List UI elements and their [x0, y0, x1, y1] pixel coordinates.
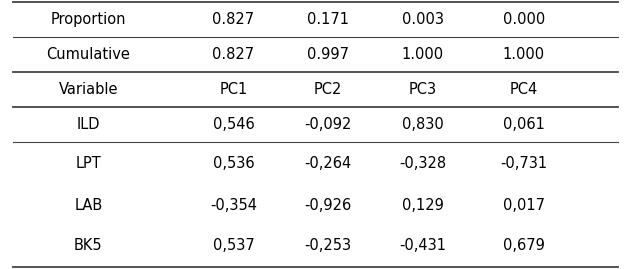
Text: PC1: PC1 [220, 82, 247, 97]
Text: 0,061: 0,061 [503, 117, 545, 132]
Text: Proportion: Proportion [50, 12, 126, 27]
Text: -0,926: -0,926 [305, 197, 351, 213]
Text: 1.000: 1.000 [402, 47, 444, 62]
Text: PC2: PC2 [314, 82, 342, 97]
Text: Cumulative: Cumulative [47, 47, 130, 62]
Text: 0,679: 0,679 [503, 239, 545, 253]
Text: 0,546: 0,546 [213, 117, 254, 132]
Text: ILD: ILD [76, 117, 100, 132]
Text: 0.997: 0.997 [307, 47, 349, 62]
Text: BK5: BK5 [74, 239, 103, 253]
Text: LPT: LPT [76, 156, 101, 171]
Text: PC3: PC3 [409, 82, 437, 97]
Text: 0,537: 0,537 [213, 239, 254, 253]
Text: PC4: PC4 [510, 82, 538, 97]
Text: LAB: LAB [74, 197, 102, 213]
Text: 0.827: 0.827 [213, 47, 254, 62]
Text: -0,731: -0,731 [500, 156, 547, 171]
Text: -0,354: -0,354 [210, 197, 257, 213]
Text: -0,328: -0,328 [399, 156, 446, 171]
Text: -0,431: -0,431 [399, 239, 446, 253]
Text: -0,253: -0,253 [305, 239, 351, 253]
Text: 0,017: 0,017 [503, 197, 545, 213]
Text: 0.000: 0.000 [503, 12, 545, 27]
Text: 0.827: 0.827 [213, 12, 254, 27]
Text: -0,264: -0,264 [305, 156, 351, 171]
Text: Variable: Variable [59, 82, 118, 97]
Text: 1.000: 1.000 [503, 47, 545, 62]
Text: 0,129: 0,129 [402, 197, 444, 213]
Text: 0.003: 0.003 [402, 12, 444, 27]
Text: 0,830: 0,830 [402, 117, 444, 132]
Text: 0.171: 0.171 [307, 12, 349, 27]
Text: -0,092: -0,092 [304, 117, 352, 132]
Text: 0,536: 0,536 [213, 156, 254, 171]
